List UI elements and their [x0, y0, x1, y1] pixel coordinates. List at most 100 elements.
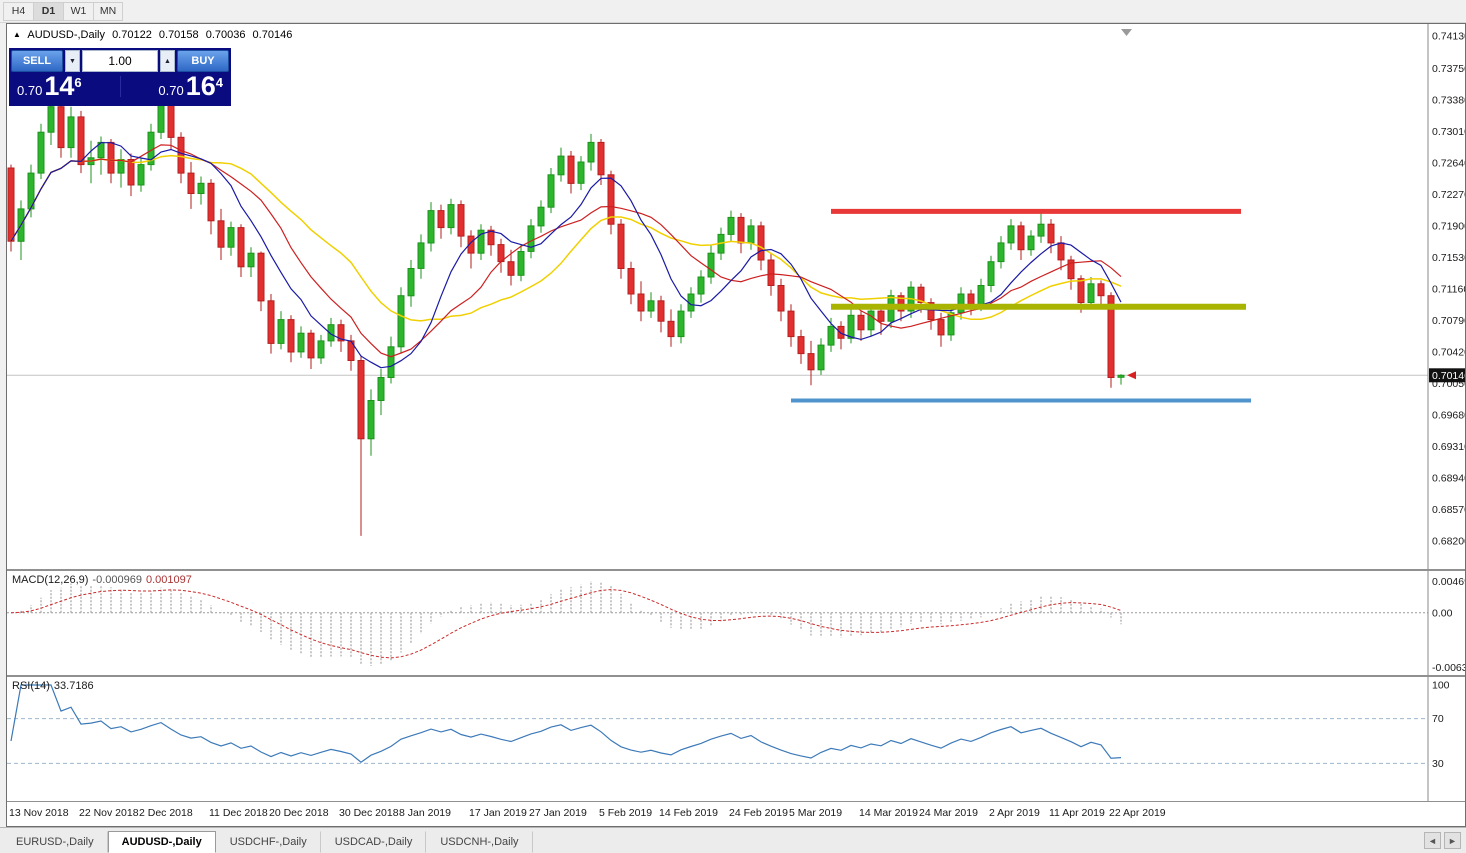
- date-label: 8 Jan 2019: [399, 807, 451, 819]
- date-label: 24 Feb 2019: [729, 807, 788, 819]
- date-label: 22 Nov 2018: [79, 807, 139, 819]
- timeframe-toolbar: H4 D1 W1 MN: [0, 0, 1466, 23]
- buy-price[interactable]: 0.70 16 4: [158, 71, 223, 101]
- sell-price-prefix: 0.70: [17, 83, 43, 98]
- tab-usdcnh-daily[interactable]: USDCNH-,Daily: [426, 831, 533, 853]
- macd-name: MACD(12,26,9): [12, 574, 89, 586]
- buy-price-prefix: 0.70: [158, 83, 184, 98]
- sell-price-sup: 6: [74, 75, 82, 90]
- volume-input[interactable]: [82, 50, 158, 72]
- date-axis[interactable]: 13 Nov 2018 22 Nov 2018 2 Dec 2018 11 Dec 2…: [7, 801, 1465, 826]
- volume-increase-button[interactable]: ▲: [160, 50, 175, 72]
- rsi-name: RSI(14): [12, 680, 50, 692]
- date-label: 22 Apr 2019: [1109, 807, 1166, 819]
- date-label: 2 Dec 2018: [139, 807, 193, 819]
- timeframe-d1-button[interactable]: D1: [33, 1, 63, 21]
- ma-slow-yellow: [10, 154, 1122, 322]
- svg-text:0.004694: 0.004694: [1432, 576, 1465, 588]
- tab-eurusd-daily[interactable]: EURUSD-,Daily: [2, 831, 108, 853]
- rsi-label: RSI(14) 33.7186: [12, 680, 94, 692]
- ma-fast-blue: [10, 142, 1122, 369]
- rsi-value: 33.7186: [53, 680, 94, 692]
- trendlines-layer: [791, 208, 1251, 403]
- sell-price[interactable]: 0.70 14 6: [17, 73, 82, 100]
- svg-text:100: 100: [1432, 680, 1450, 692]
- date-label: 11 Dec 2018: [209, 807, 268, 819]
- chart-title: ▲ AUDUSD-,Daily 0.70122 0.70158 0.70036 …: [13, 29, 296, 41]
- date-label: 2 Apr 2019: [989, 807, 1040, 819]
- tab-scroll-controls: ◄ ►: [1424, 832, 1461, 849]
- rsi-indicator-pane[interactable]: 100 70 30 RSI(14) 33.7186: [7, 675, 1465, 801]
- tab-scroll-left-button[interactable]: ◄: [1424, 832, 1441, 849]
- tab-audusd-daily[interactable]: AUDUSD-,Daily: [107, 831, 216, 853]
- date-label: 24 Mar 2019: [919, 807, 978, 819]
- tab-usdchf-daily[interactable]: USDCHF-,Daily: [215, 831, 321, 853]
- date-label: 5 Feb 2019: [599, 807, 653, 819]
- ma-mid-red: [10, 144, 1122, 358]
- volume-decrease-button[interactable]: ▼: [65, 50, 80, 72]
- timeframe-w1-button[interactable]: W1: [63, 1, 93, 21]
- timeframe-mn-button[interactable]: MN: [93, 1, 123, 21]
- date-label: 30 Dec 2018: [339, 807, 399, 819]
- macd-signal-line: [10, 589, 1122, 659]
- collapse-arrow-icon[interactable]: ▲: [13, 30, 21, 39]
- date-label: 20 Dec 2018: [269, 807, 329, 819]
- date-label: 5 Mar 2019: [789, 807, 843, 819]
- macd-histogram: [20, 581, 1122, 666]
- buy-price-sup: 4: [215, 75, 223, 90]
- current-price-tag: 0.70146: [1429, 368, 1465, 383]
- svg-text:30: 30: [1432, 758, 1444, 770]
- buy-price-big: 16: [185, 71, 216, 101]
- tab-scroll-right-button[interactable]: ►: [1444, 832, 1461, 849]
- timeframe-h4-button[interactable]: H4: [3, 1, 33, 21]
- svg-text:70: 70: [1432, 713, 1444, 725]
- date-label: 27 Jan 2019: [529, 807, 587, 819]
- rsi-chart-canvas[interactable]: 100 70 30: [7, 677, 1465, 801]
- ohlc-high: 0.70158: [158, 29, 199, 41]
- chart-symbol-label: AUDUSD-,Daily: [27, 29, 105, 41]
- macd-indicator-pane[interactable]: 0.004694 0.00 -0.00639 MACD(12,26,9)-0.000…: [7, 569, 1465, 675]
- svg-text:0.70146: 0.70146: [1432, 370, 1465, 382]
- date-label: 11 Apr 2019: [1049, 807, 1105, 819]
- svg-text:0.00: 0.00: [1432, 607, 1453, 619]
- date-label: 14 Feb 2019: [659, 807, 718, 819]
- rsi-line: [10, 684, 1122, 763]
- date-label: 14 Mar 2019: [859, 807, 918, 819]
- price-divider: [120, 76, 121, 97]
- macd-main-value: -0.000969: [92, 574, 142, 586]
- bid-ask-prices: 0.70 14 6 0.70 16 4: [11, 71, 229, 101]
- tab-usdcad-daily[interactable]: USDCAD-,Daily: [320, 831, 427, 853]
- macd-label: MACD(12,26,9) -0.000969 0.001097: [12, 574, 192, 586]
- buy-button[interactable]: BUY: [177, 50, 229, 72]
- svg-text:-0.00639: -0.00639: [1432, 662, 1465, 674]
- sell-button[interactable]: SELL: [11, 50, 63, 72]
- date-label: 13 Nov 2018: [9, 807, 69, 819]
- autoscroll-marker: [1121, 29, 1132, 36]
- candles-layer: [7, 94, 1125, 536]
- macd-chart-canvas[interactable]: 0.004694 0.00 -0.00639: [7, 571, 1465, 675]
- chart-tab-bar: EURUSD-,Daily AUDUSD-,Daily USDCHF-,Dail…: [0, 827, 1466, 853]
- ohlc-low: 0.70036: [205, 29, 246, 41]
- macd-signal-value: 0.001097: [145, 574, 192, 586]
- ohlc-open: 0.70122: [112, 29, 152, 41]
